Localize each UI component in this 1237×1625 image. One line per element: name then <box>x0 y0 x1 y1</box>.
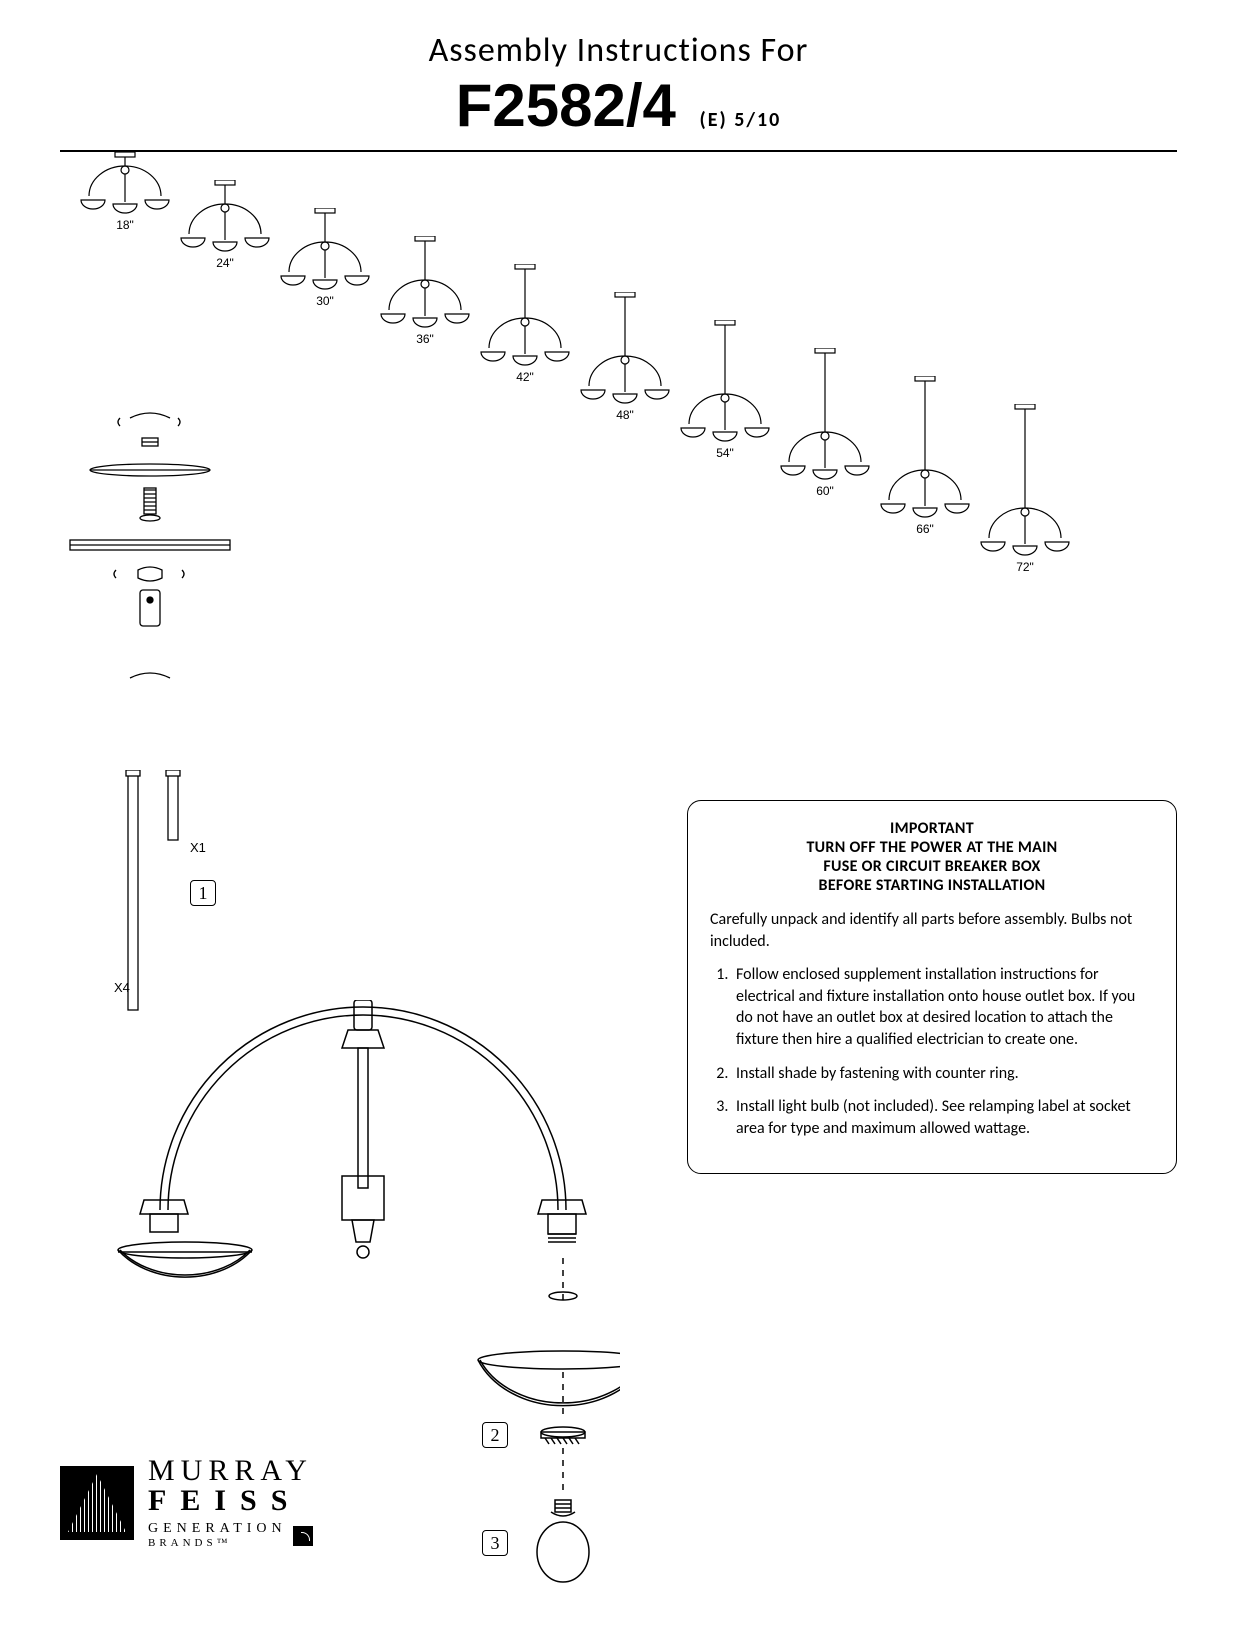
title-line1: Assembly Instructions For <box>60 30 1177 71</box>
qty-long-rod: X4 <box>114 980 130 995</box>
qty-short-rod: X1 <box>190 840 206 855</box>
intro-paragraph: Carefully unpack and identify all parts … <box>710 909 1154 952</box>
instruction-step: Follow enclosed supplement installation … <box>732 964 1154 1050</box>
generation-brands-icon <box>293 1526 313 1546</box>
title-block: Assembly Instructions For F2582/4 (E) 5/… <box>60 30 1177 140</box>
height-option: 48" <box>570 292 680 422</box>
callout-3: 3 <box>482 1530 508 1556</box>
callout-2: 2 <box>482 1422 508 1448</box>
brand-name-1: MURRAY <box>148 1456 313 1486</box>
instruction-step: Install light bulb (not included). See r… <box>732 1096 1154 1139</box>
canopy-hardware-icon <box>60 410 240 690</box>
murray-feiss-logo-icon <box>60 1466 134 1540</box>
callout-1: 1 <box>190 880 216 906</box>
downrod-diagram: X1 X4 1 <box>90 770 250 1035</box>
step-list: Follow enclosed supplement installation … <box>710 964 1154 1139</box>
warning-heading: IMPORTANT TURN OFF THE POWER AT THE MAIN… <box>710 819 1154 895</box>
height-label: 36" <box>370 332 480 346</box>
model-number: F2582/4 <box>456 71 676 140</box>
height-label: 42" <box>470 370 580 384</box>
brand-footer: MURRAY FEISS GENERATION BRANDS™ <box>60 1456 313 1550</box>
height-label: 24" <box>170 256 280 270</box>
revision-code: (E) 5/10 <box>700 108 782 132</box>
height-option: 36" <box>370 236 480 346</box>
brand-name-2: FEISS <box>148 1486 313 1516</box>
height-label: 18" <box>70 218 180 232</box>
height-option: 18" <box>70 152 180 232</box>
instruction-panel: IMPORTANT TURN OFF THE POWER AT THE MAIN… <box>687 800 1177 1174</box>
hardware-exploded-view <box>60 410 260 695</box>
height-label: 54" <box>670 446 780 460</box>
generation-brands: GENERATION BRANDS™ <box>148 1522 313 1550</box>
instruction-step: Install shade by fastening with counter … <box>732 1063 1154 1085</box>
height-option: 54" <box>670 320 780 460</box>
height-label: 48" <box>570 408 680 422</box>
height-label: 30" <box>270 294 380 308</box>
height-option: 30" <box>270 208 380 308</box>
height-option: 24" <box>170 180 280 270</box>
height-option: 42" <box>470 264 580 384</box>
